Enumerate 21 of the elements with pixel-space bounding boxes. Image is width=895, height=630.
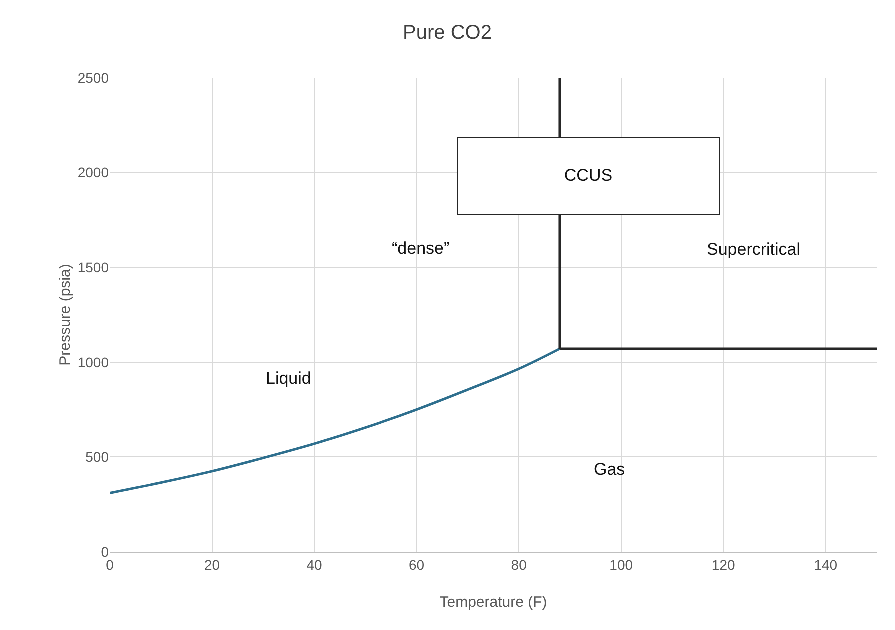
text-box: CCUS xyxy=(457,137,720,215)
x-tick-label: 120 xyxy=(712,556,736,573)
y-axis-title: Pressure (psia) xyxy=(57,264,74,366)
x-tick-label: 100 xyxy=(610,556,634,573)
annotation: Supercritical xyxy=(707,240,801,259)
y-tick-label: 1500 xyxy=(78,260,110,276)
y-tick-label: 500 xyxy=(86,449,110,466)
x-tick-label: 60 xyxy=(409,556,425,573)
x-tick-label: 80 xyxy=(511,556,528,573)
x-tick-label: 20 xyxy=(204,556,220,573)
x-axis-title: Temperature (F) xyxy=(440,594,548,611)
annotation: “dense” xyxy=(392,239,450,258)
y-tick-label: 1000 xyxy=(78,354,110,370)
annotation: Gas xyxy=(594,460,626,479)
x-tick-label: 140 xyxy=(814,556,838,573)
annotation: Liquid xyxy=(266,369,312,388)
y-tick-label: 2500 xyxy=(78,70,110,86)
y-tick-label: 0 xyxy=(101,544,110,560)
chart-title: Pure CO2 xyxy=(403,22,492,44)
x-tick-label: 40 xyxy=(306,556,323,573)
y-tick-label: 2000 xyxy=(78,164,110,181)
